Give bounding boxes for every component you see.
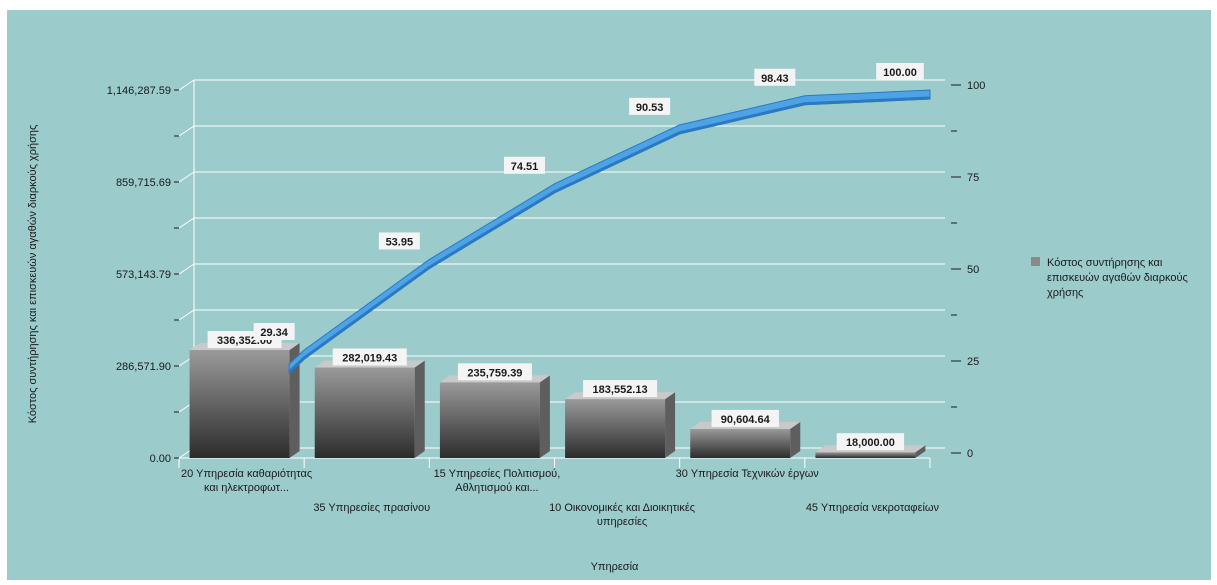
cumulative-line: [288, 96, 931, 374]
bar-front: [439, 382, 540, 458]
gridline-side: [178, 217, 195, 229]
legend-swatch: [1031, 257, 1040, 266]
bar-side: [289, 343, 300, 458]
y2-tick-label: 25: [967, 356, 979, 368]
y-tick-label: 1,146,287.59: [107, 85, 171, 97]
legend-label: επισκευών αγαθών διαρκούς: [1047, 272, 1188, 284]
bar-front: [565, 399, 666, 458]
bar-value-box: [711, 409, 779, 427]
axis-layer: 0.00 286,571.90 573,143.79 859,715.69 1,146,…: [27, 80, 985, 573]
bar-front: [314, 367, 415, 458]
y-axis-title: Κόστος συντήρησης και επισκευών αγαθών δ…: [27, 125, 39, 424]
label-layer: 336,352.00282,019.43235,759.39183,552.13…: [207, 63, 924, 451]
bar-side: [539, 375, 550, 458]
y2-tick-label: 100: [967, 80, 985, 92]
line-value-box: [876, 63, 924, 80]
y-tick-label: 573,143.79: [116, 269, 171, 281]
x-category-label: Αθλητισμού και...: [455, 482, 538, 494]
x-category-label: 10 Οικονομικές και Διοικητικές: [549, 502, 695, 514]
gridline-side: [178, 309, 195, 321]
y-tick-label: 859,715.69: [116, 177, 171, 189]
bar-side: [414, 360, 425, 458]
line-value-box: [504, 156, 545, 174]
bar-value-box: [332, 348, 407, 366]
legend: Κόστος συντήρησης και επισκευών αγαθών δι…: [1031, 257, 1188, 299]
x-category-label: 15 Υπηρεσίες Πολιτισμού,: [434, 468, 561, 480]
y2-tick-label: 0: [967, 448, 973, 460]
x-category-label: 20 Υπηρεσία καθαριότητας: [181, 468, 312, 480]
line-value-box: [629, 97, 671, 115]
y-tick-label: 0.00: [150, 453, 171, 465]
line-value-label: 74.51: [511, 161, 539, 173]
line-value-label: 98.43: [761, 73, 789, 85]
bar-value-label: 183,552.13: [593, 384, 648, 396]
chart-background: [7, 10, 1211, 580]
bar-front: [690, 428, 791, 458]
gridline-side: [178, 263, 195, 275]
line-value-label: 29.34: [260, 327, 288, 339]
bar-side: [915, 445, 926, 458]
bar-front: [189, 350, 290, 458]
bar-value-label: 282,019.43: [342, 352, 397, 364]
x-category-label: υπηρεσίες: [597, 516, 647, 528]
pareto-chart: 0.00 286,571.90 573,143.79 859,715.69 1,146,…: [7, 10, 1211, 580]
x-category-label: 45 Υπηρεσία νεκροταφείων: [806, 502, 940, 514]
bar-value-label: 235,759.39: [467, 367, 522, 379]
x-category-label: 30 Υπηρεσία Τεχνικών έργων: [676, 468, 820, 480]
y2-tick-label: 50: [967, 264, 979, 276]
x-category-label: 35 Υπηρεσίες πρασίνου: [313, 502, 430, 514]
legend-label: Κόστος συντήρησης και: [1047, 257, 1163, 269]
legend-label: χρήσης: [1047, 287, 1083, 299]
x-axis-title: Υπηρεσία: [591, 561, 639, 573]
bar-value-label: 18,000.00: [846, 437, 895, 449]
line-value-label: 90.53: [636, 102, 664, 114]
gridline-side: [178, 79, 195, 91]
bar-value-box: [583, 380, 658, 398]
y2-tick-label: 75: [967, 172, 979, 184]
bar-value-label: 90,604.64: [721, 414, 771, 426]
line-value-label: 53.95: [386, 236, 414, 248]
y-tick-label: 286,571.90: [116, 361, 171, 373]
chart-svg: 0.00 286,571.90 573,143.79 859,715.69 1,146,…: [7, 10, 1211, 580]
line-value-label: 100.00: [883, 67, 917, 79]
line-value-box: [378, 232, 420, 250]
line-layer: [288, 89, 931, 375]
line-value-box: [754, 68, 796, 86]
bar-value-box: [836, 433, 905, 451]
gridline-side: [178, 125, 195, 137]
line-value-box: [253, 323, 295, 341]
gridline-side: [178, 171, 195, 183]
bar-side: [665, 392, 676, 458]
bar-side: [790, 421, 801, 458]
bar-value-box: [457, 363, 532, 381]
bar-front: [815, 452, 916, 458]
x-category-label: και ηλεκτροφωτ...: [204, 482, 289, 494]
